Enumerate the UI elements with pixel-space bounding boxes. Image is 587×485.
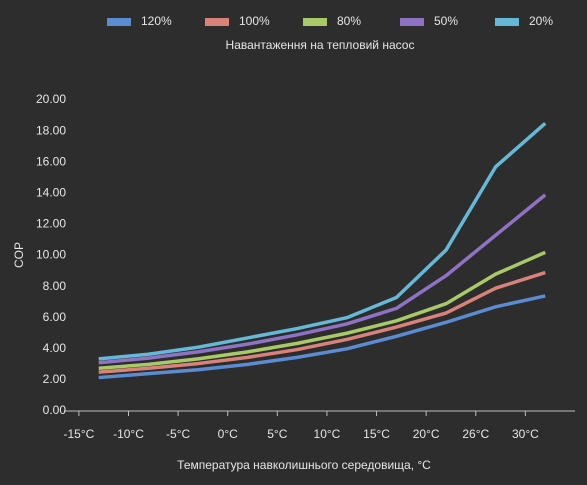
legend-label: 100%	[239, 14, 270, 28]
x-tick-label: -15°C	[63, 427, 94, 441]
y-tick-label: 0.00	[43, 403, 67, 417]
legend-swatch	[107, 18, 131, 26]
x-axis-title: Температура навколишнього середовища, °C	[177, 458, 431, 472]
y-tick-label: 8.00	[43, 279, 67, 293]
x-tick-label: 30°C	[512, 427, 539, 441]
y-tick-label: 6.00	[43, 310, 67, 324]
legend-swatch	[205, 18, 229, 26]
x-tick-label: 20°C	[413, 427, 440, 441]
x-tick-label: 15°C	[363, 427, 390, 441]
y-tick-label: 12.00	[36, 217, 66, 231]
legend-label: 50%	[434, 14, 458, 28]
x-tick-label: -10°C	[113, 427, 144, 441]
series-line	[98, 122, 547, 361]
legend-label: 80%	[337, 14, 361, 28]
series-line	[98, 270, 546, 374]
legend-swatch	[400, 18, 424, 26]
chart-subtitle: Навантаження на тепловий насос	[226, 38, 415, 52]
y-tick-label: 2.00	[43, 372, 67, 386]
x-tick-label: 10°C	[314, 427, 341, 441]
legend-label: 120%	[141, 14, 172, 28]
y-axis-title: COP	[12, 242, 26, 268]
series-line	[98, 193, 547, 365]
y-tick-label: 16.00	[36, 154, 66, 168]
y-tick-label: 4.00	[43, 341, 67, 355]
x-tick-label: 26°C	[462, 427, 489, 441]
series-line	[98, 250, 546, 370]
y-tick-label: 10.00	[36, 248, 66, 262]
legend-label: 20%	[529, 14, 553, 28]
legend-swatch	[303, 18, 327, 26]
y-tick-label: 14.00	[36, 185, 66, 199]
y-tick-label: 18.00	[36, 123, 66, 137]
legend-swatch	[495, 18, 519, 26]
x-tick-label: 5°C	[267, 427, 287, 441]
x-tick-label: -5°C	[166, 427, 190, 441]
y-tick-label: 20.00	[36, 92, 66, 106]
series-line	[98, 294, 546, 380]
x-tick-label: 0°C	[218, 427, 238, 441]
